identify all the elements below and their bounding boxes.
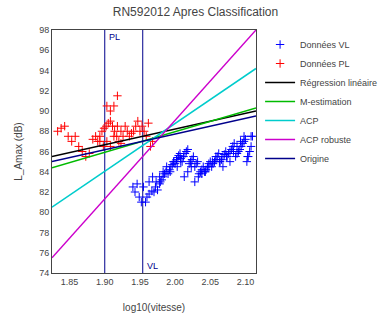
svg-text:VL: VL [147, 261, 158, 271]
svg-text:L_Amax (dB): L_Amax (dB) [13, 122, 24, 180]
svg-text:M-estimation: M-estimation [300, 97, 352, 107]
svg-text:Origine: Origine [300, 154, 329, 164]
svg-text:94: 94 [39, 66, 49, 76]
svg-text:98: 98 [39, 25, 49, 35]
svg-text:Régression linéaire: Régression linéaire [300, 78, 377, 88]
svg-text:80: 80 [39, 207, 49, 217]
svg-text:ACP robuste: ACP robuste [300, 135, 351, 145]
svg-text:78: 78 [39, 228, 49, 238]
svg-text:Données PL: Données PL [300, 59, 350, 69]
svg-text:1.85: 1.85 [61, 277, 79, 287]
svg-text:1.90: 1.90 [96, 277, 114, 287]
svg-text:76: 76 [39, 248, 49, 258]
svg-text:2.00: 2.00 [166, 277, 184, 287]
svg-text:1.95: 1.95 [131, 277, 149, 287]
svg-text:2.05: 2.05 [202, 277, 220, 287]
svg-text:84: 84 [39, 167, 49, 177]
svg-text:86: 86 [39, 147, 49, 157]
svg-text:96: 96 [39, 45, 49, 55]
svg-text:90: 90 [39, 106, 49, 116]
svg-text:74: 74 [39, 268, 49, 278]
svg-text:Données VL: Données VL [300, 40, 350, 50]
svg-text:2.10: 2.10 [237, 277, 255, 287]
svg-text:92: 92 [39, 86, 49, 96]
svg-text:PL: PL [109, 32, 120, 42]
svg-text:RN592012 Apres Classification: RN592012 Apres Classification [113, 5, 278, 19]
svg-text:88: 88 [39, 126, 49, 136]
svg-text:ACP: ACP [300, 116, 319, 126]
svg-text:82: 82 [39, 187, 49, 197]
svg-text:log10(vitesse): log10(vitesse) [123, 302, 185, 313]
